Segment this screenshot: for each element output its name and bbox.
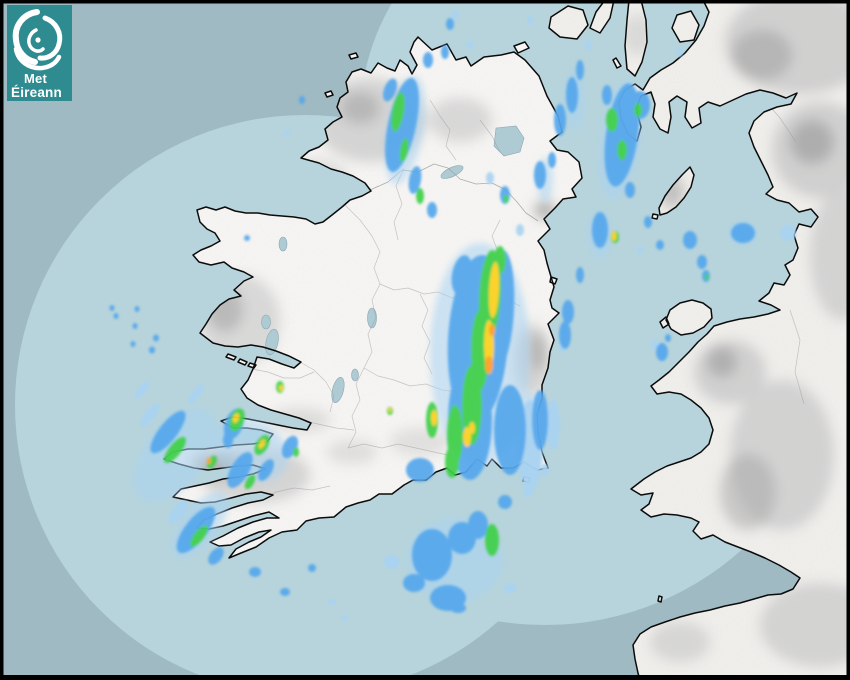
logo-line1: Met <box>24 71 47 86</box>
rain-intense <box>207 324 495 464</box>
lakes <box>261 125 525 403</box>
rain-echoes <box>109 10 796 621</box>
swirl-icon <box>12 9 63 71</box>
met-eireann-logo: Met Éireann <box>7 5 72 101</box>
rain-very-heavy <box>232 231 617 449</box>
logo-line2: Éireann <box>11 85 62 100</box>
lough-neagh <box>493 125 525 157</box>
